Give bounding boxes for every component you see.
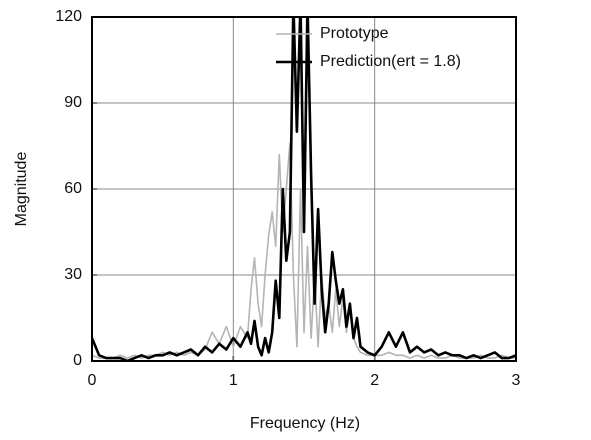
plot-area	[92, 17, 516, 361]
plot-frame	[91, 16, 517, 362]
series-line	[92, 17, 516, 361]
x-tick-label: 2	[370, 372, 379, 389]
x-tick-label: 3	[512, 372, 521, 389]
y-tick-label: 0	[73, 352, 82, 369]
legend-label: Prototype	[320, 25, 389, 42]
x-axis-label: Frequency (Hz)	[250, 415, 360, 432]
y-axis-label: Magnitude	[13, 152, 30, 227]
y-tick-label: 90	[64, 94, 82, 111]
y-tick-label: 60	[64, 180, 82, 197]
legend-label: Prediction(ert = 1.8)	[320, 53, 461, 70]
y-tick-label: 120	[55, 8, 82, 25]
y-tick-label: 30	[64, 266, 82, 283]
x-tick-label: 0	[88, 372, 97, 389]
x-tick-label: 1	[229, 372, 238, 389]
